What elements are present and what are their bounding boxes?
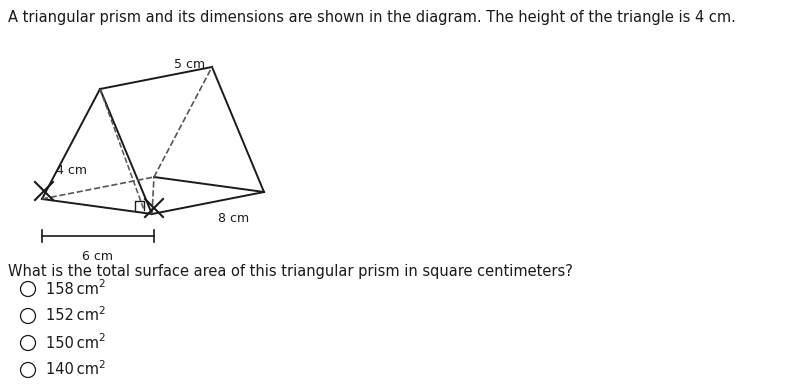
Text: 2: 2 — [98, 333, 105, 343]
Text: 152 cm: 152 cm — [46, 308, 99, 323]
Text: 2: 2 — [98, 360, 105, 370]
Text: 2: 2 — [98, 279, 105, 289]
Text: 4 cm: 4 cm — [56, 164, 87, 177]
Text: 6 cm: 6 cm — [82, 250, 114, 263]
Text: 150 cm: 150 cm — [46, 336, 99, 351]
Text: 140 cm: 140 cm — [46, 362, 99, 377]
Text: 8 cm: 8 cm — [218, 212, 249, 225]
Text: 5 cm: 5 cm — [174, 58, 205, 71]
Text: 158 cm: 158 cm — [46, 281, 99, 296]
Text: 2: 2 — [98, 306, 105, 316]
Text: A triangular prism and its dimensions are shown in the diagram. The height of th: A triangular prism and its dimensions ar… — [8, 10, 736, 25]
Text: What is the total surface area of this triangular prism in square centimeters?: What is the total surface area of this t… — [8, 264, 573, 279]
